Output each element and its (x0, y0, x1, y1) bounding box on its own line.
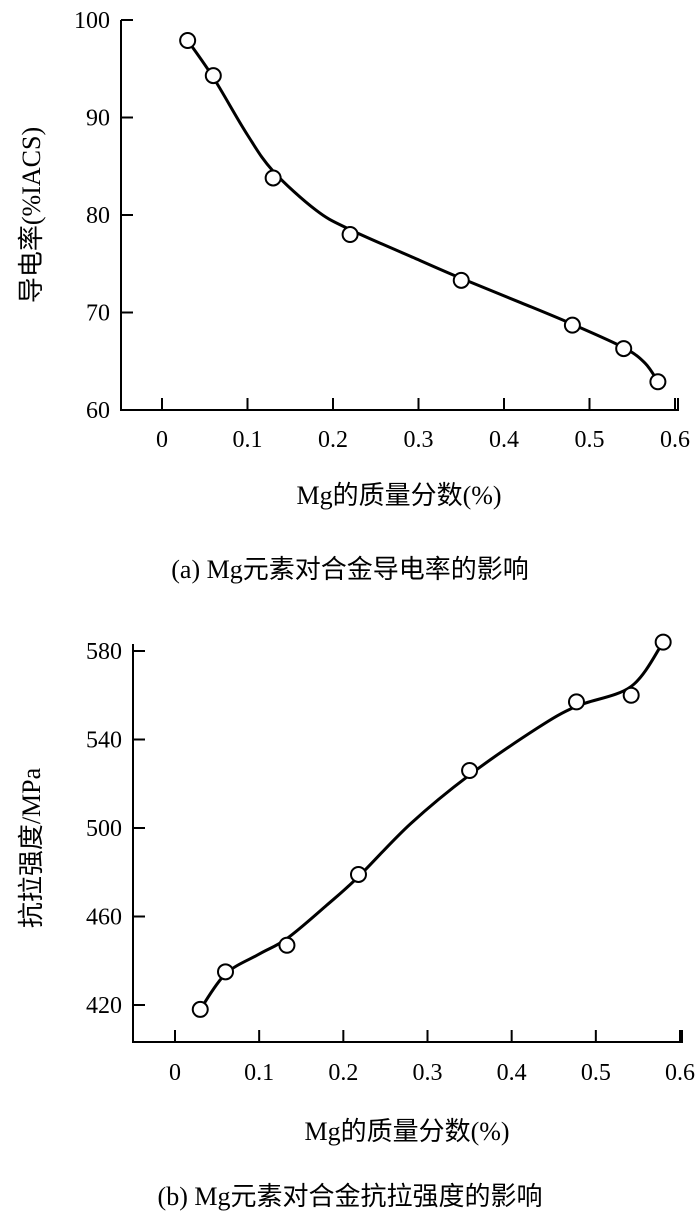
chart-a-data-points (179, 31, 667, 391)
chart-b-data-points (191, 633, 672, 1018)
chart-b-x-tick-label: 0.1 (244, 1060, 274, 1086)
chart-a-x-tick-label: 0.6 (660, 427, 690, 453)
chart-a-data-point (341, 226, 359, 243)
chart-b-data-point (349, 865, 367, 883)
chart-b-data-point (217, 963, 234, 981)
chart-b-y-tick-label: 580 (86, 639, 122, 665)
chart-a-x-tick-label: 0 (156, 427, 168, 453)
chart-a-x-tick-label: 0.3 (404, 427, 434, 453)
chart-a-y-axis-title: 导电率(%IACS) (17, 127, 46, 303)
chart-a-x-axis-title: Mg的质量分数(%) (296, 481, 501, 510)
chart-b-x-tick-label: 0.5 (581, 1060, 611, 1086)
chart-b-data-point (191, 1000, 209, 1018)
chart-conductivity: 60 70 80 90 100 0 0.1 0.2 0.3 0.4 0.5 0.6 Mg的质量分数(… (17, 8, 690, 584)
chart-a-x-tick-label: 0.5 (575, 427, 605, 453)
chart-b-data-point (278, 936, 296, 954)
chart-b-x-tick-label: 0.4 (497, 1060, 527, 1086)
chart-b-x-axis-title: Mg的质量分数(%) (304, 1117, 509, 1146)
chart-b-x-ticks: 0 0.1 0.2 0.3 0.4 0.5 0.6 (169, 1030, 695, 1086)
chart-a-data-point (563, 316, 581, 334)
chart-a-data-point (649, 373, 667, 391)
chart-a-y-tick-label: 90 (86, 106, 110, 132)
chart-a-y-tick-label: 70 (86, 301, 110, 327)
chart-a-y-tick-label: 60 (86, 398, 110, 424)
chart-b-data-point (461, 761, 479, 779)
chart-a-data-point (204, 67, 222, 85)
chart-a-y-ticks: 60 70 80 90 100 (74, 8, 133, 424)
chart-b-y-tick-label: 500 (86, 816, 122, 842)
chart-b-data-point (622, 686, 640, 704)
chart-a-x-ticks: 0 0.1 0.2 0.3 0.4 0.5 0.6 (156, 398, 690, 453)
chart-b-caption: (b) Mg元素对合金抗拉强度的影响 (158, 1182, 543, 1211)
chart-b-data-point (567, 693, 585, 711)
chart-a-data-point (615, 340, 633, 358)
chart-a-y-tick-label: 80 (86, 203, 110, 229)
chart-a-axes-frame (120, 20, 679, 411)
chart-a-y-tick-label: 100 (74, 8, 110, 34)
chart-a-x-tick-label: 0.4 (489, 427, 519, 453)
chart-a-x-tick-label: 0.1 (233, 427, 263, 453)
chart-b-y-axis-title: 抗拉强度/MPa (17, 767, 46, 928)
chart-b-x-tick-label: 0.2 (328, 1060, 358, 1086)
chart-a-caption: (a) Mg元素对合金导电率的影响 (171, 555, 528, 584)
chart-b-y-tick-label: 420 (86, 993, 122, 1019)
chart-a-series-line (186, 39, 660, 383)
chart-b-y-tick-label: 540 (86, 728, 122, 754)
chart-b-data-point (654, 633, 672, 651)
chart-a-data-point (452, 271, 470, 289)
chart-tensile-strength: 420 460 500 540 580 0 0.1 0.2 0.3 0.4 0.5 0.6 Mg的质… (17, 633, 695, 1211)
chart-a-data-point (179, 31, 197, 49)
chart-b-y-ticks: 420 460 500 540 580 (86, 639, 145, 1019)
chart-b-x-tick-label: 0 (169, 1060, 181, 1086)
chart-a-data-point (264, 169, 282, 187)
chart-b-y-tick-label: 460 (86, 905, 122, 931)
chart-b-x-tick-label: 0.3 (413, 1060, 443, 1086)
chart-b-series-line (199, 641, 665, 1011)
chart-b-axes-frame (132, 644, 683, 1043)
chart-b-x-tick-label: 0.6 (665, 1060, 695, 1086)
chart-a-x-tick-label: 0.2 (318, 427, 348, 453)
